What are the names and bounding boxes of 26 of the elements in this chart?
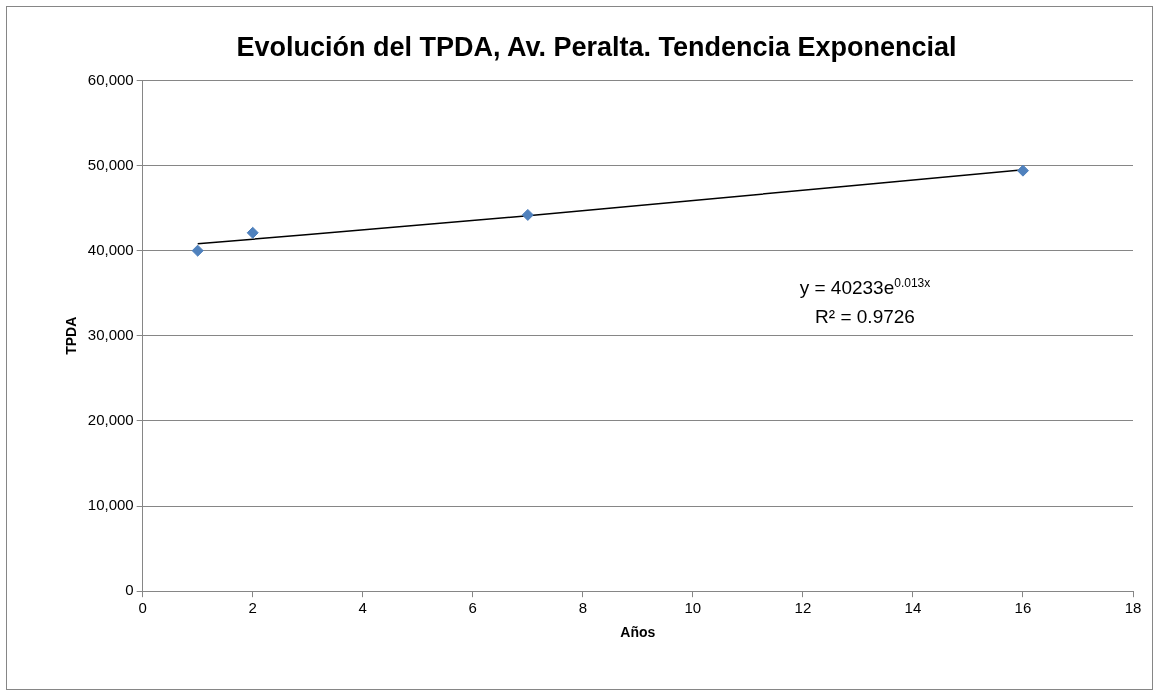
x-tick-label: 2: [248, 599, 257, 617]
point: [521, 208, 534, 221]
annotation: y = 40233e$^{0.013x}$: [798, 276, 932, 300]
y-axis-title: TPDA: [63, 316, 80, 355]
y-tick-label: 40,000: [87, 240, 134, 258]
y-tick-label: 20,000: [87, 411, 134, 429]
x-tick-label: 0: [138, 599, 147, 617]
x-tick-label: 14: [904, 599, 922, 617]
annotation: R² = 0.9726: [814, 306, 916, 328]
x-tick-label: 6: [468, 599, 477, 617]
x-tick-label: 18: [1124, 599, 1142, 617]
point: [246, 226, 259, 239]
x-tick-label: 12: [794, 599, 812, 617]
x-tick-label: 16: [1014, 599, 1032, 617]
point: [1016, 164, 1029, 177]
y-tick-label: 60,000: [87, 70, 134, 88]
y-tick-label: 30,000: [87, 325, 134, 343]
x-axis-title: Años: [620, 624, 656, 641]
y-tick-label: 0: [125, 581, 134, 599]
x-tick-label: 4: [358, 599, 367, 617]
chart-title: Evolución del TPDA, Av. Peralta. Tendencia Exponencial: [236, 31, 957, 62]
x-tick-label: 10: [684, 599, 702, 617]
x-tick-label: 8: [578, 599, 587, 617]
y-tick-label: 10,000: [87, 496, 134, 514]
point: [191, 244, 204, 257]
y-tick-label: 50,000: [87, 155, 134, 173]
